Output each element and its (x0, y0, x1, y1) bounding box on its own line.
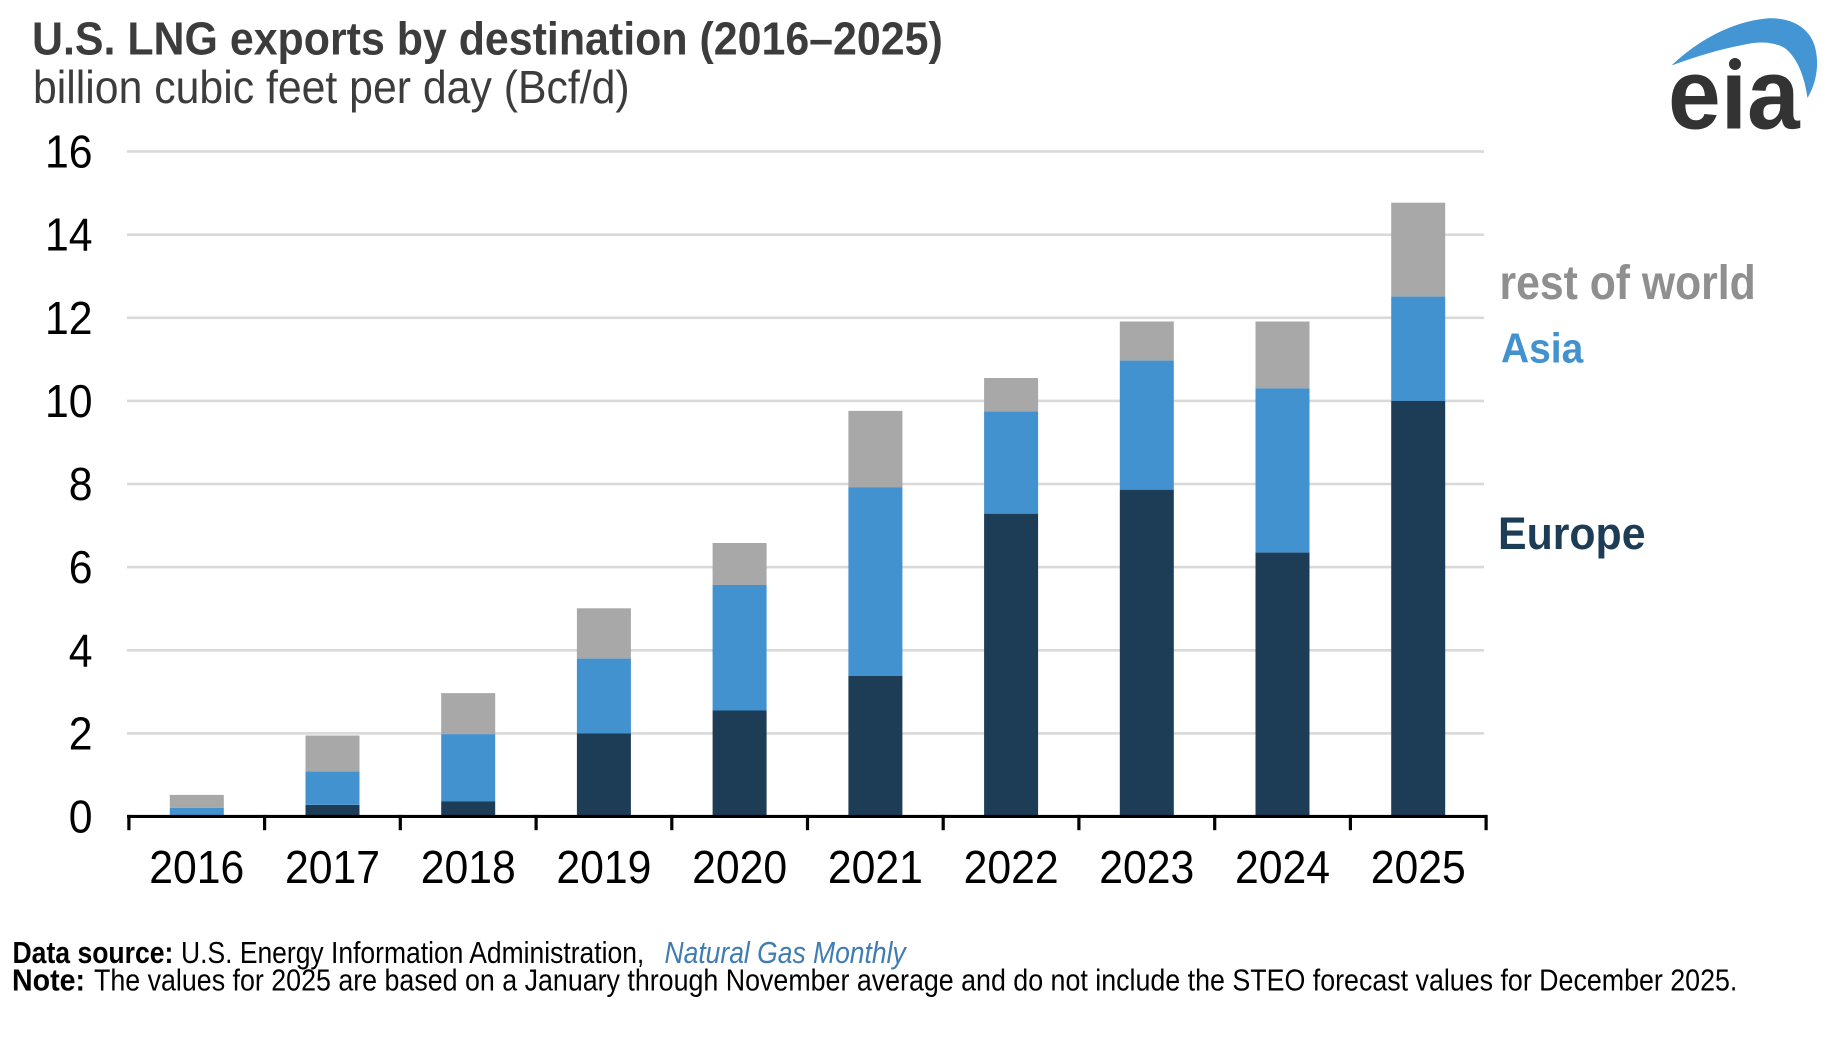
svg-text:10: 10 (45, 376, 93, 427)
svg-text:U.S. LNG exports by destinatio: U.S. LNG exports by destination (2016–20… (32, 14, 943, 65)
svg-text:8: 8 (69, 460, 93, 511)
svg-text:2020: 2020 (692, 843, 787, 894)
svg-text:billion cubic feet per day (Bc: billion cubic feet per day (Bcf/d) (33, 63, 630, 114)
svg-text:2024: 2024 (1235, 843, 1330, 894)
svg-text:Asia: Asia (1501, 324, 1584, 372)
svg-text:2025: 2025 (1371, 843, 1466, 894)
svg-text:2016: 2016 (149, 843, 244, 894)
svg-text:14: 14 (45, 210, 93, 261)
svg-text:4: 4 (69, 626, 93, 677)
svg-text:2021: 2021 (828, 843, 923, 894)
svg-text:Note:: Note: (12, 963, 85, 997)
svg-text:2: 2 (69, 709, 93, 760)
svg-text:16: 16 (45, 127, 93, 178)
svg-text:12: 12 (45, 293, 93, 344)
svg-text:2018: 2018 (421, 843, 516, 894)
svg-text:2017: 2017 (285, 843, 380, 894)
svg-text:Natural Gas Monthly: Natural Gas Monthly (665, 936, 908, 970)
svg-text:0: 0 (69, 792, 93, 843)
svg-text:rest of world: rest of world (1500, 256, 1756, 310)
svg-text:2022: 2022 (964, 843, 1059, 894)
svg-text:6: 6 (69, 543, 93, 594)
svg-text:2019: 2019 (556, 843, 651, 894)
svg-text:eıa: eıa (1668, 38, 1800, 150)
svg-text:Europe: Europe (1498, 509, 1646, 559)
svg-text:2023: 2023 (1099, 843, 1194, 894)
svg-text:The values for 2025 are based: The values for 2025 are based on a Janua… (94, 964, 1737, 998)
svg-text:Data source:: Data source: (13, 936, 174, 970)
svg-text:U.S. Energy Information Admini: U.S. Energy Information Administration, (181, 936, 644, 970)
